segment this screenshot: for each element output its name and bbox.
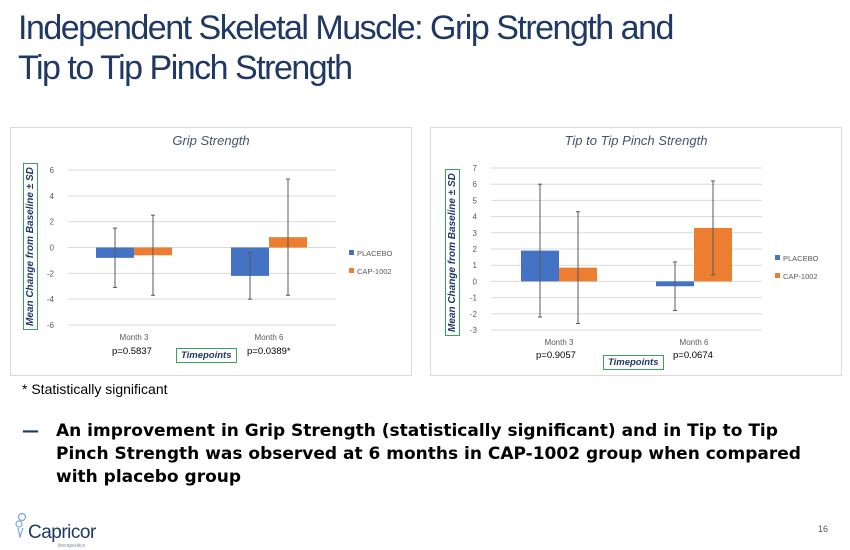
y-tick-label: 6 — [473, 180, 478, 189]
pvalue-month6: p=0.0389* — [247, 346, 291, 357]
x-tick-label: Month 3 — [545, 338, 574, 347]
y-tick-label: 7 — [473, 164, 478, 173]
page-number: 16 — [817, 524, 828, 534]
legend-label: PLACEBO — [783, 254, 819, 263]
y-axis-label: Mean Change from Baseline ± SD — [23, 163, 38, 330]
logo-mark-icon — [15, 512, 27, 540]
pvalue-month3: p=0.5837 — [112, 346, 152, 357]
logo-subtitle: therapeutics — [58, 543, 86, 549]
legend-label: PLACEBO — [357, 249, 393, 258]
y-tick-label: 0 — [473, 277, 478, 286]
legend-swatch — [349, 250, 354, 255]
pinch-strength-chart: -3 -2 -1 0 1 2 3 4 5 6 7 PLACEBO CAP-1002 Month 3 Mont… — [430, 127, 842, 376]
grip-strength-chart: -6 -4 -2 0 2 4 6 PLACEBO CAP-1002 Month 3 Month 6 … — [10, 127, 412, 376]
logo-name: Capricor — [28, 522, 96, 543]
x-tick-label: Month 6 — [680, 338, 709, 347]
y-tick-label: 5 — [473, 196, 478, 205]
y-tick-label: -3 — [470, 326, 478, 335]
y-tick-label: 3 — [473, 229, 478, 238]
legend-swatch — [775, 273, 780, 278]
slide-title: Independent Skeletal Muscle: Grip Streng… — [18, 8, 674, 88]
y-axis-label: Mean Change from Baseline ± SD — [445, 169, 460, 336]
x-axis-label: Timepoints — [603, 355, 664, 370]
y-tick-label: 4 — [473, 213, 478, 222]
y-tick-label: -6 — [47, 321, 55, 330]
pvalue-month3: p=0.9057 — [536, 350, 576, 361]
bullet-text: An improvement in Grip Strength (statist… — [56, 421, 801, 487]
chart-title: Grip Strength — [172, 133, 250, 148]
capricor-logo: Capricor therapeutics — [14, 512, 96, 549]
pvalue-month6: p=0.0674 — [673, 350, 713, 361]
y-tick-label: 6 — [50, 166, 55, 175]
y-tick-label: 1 — [473, 261, 478, 270]
title-line-2: Tip to Tip Pinch Strength — [18, 49, 353, 87]
x-tick-label: Month 6 — [255, 333, 284, 342]
title-line-1: Independent Skeletal Muscle: Grip Streng… — [18, 9, 674, 47]
legend-swatch — [349, 268, 354, 273]
y-tick-label: 2 — [473, 245, 478, 254]
y-tick-label: -4 — [47, 295, 55, 304]
footnote: * Statistically significant — [22, 381, 168, 397]
chart-title: Tip to Tip Pinch Strength — [564, 133, 708, 148]
x-tick-label: Month 3 — [120, 333, 149, 342]
y-tick-label: 0 — [50, 244, 55, 253]
grip-chart-svg: -6 -4 -2 0 2 4 6 PLACEBO CAP-1002 Month 3 Month 6 — [47, 166, 393, 342]
pinch-chart-svg: -3 -2 -1 0 1 2 3 4 5 6 7 PLACEBO CAP-1002 Month 3 Mont… — [470, 164, 819, 347]
legend-label: CAP-1002 — [357, 267, 392, 276]
legend-label: CAP-1002 — [783, 272, 818, 281]
y-tick-label: -2 — [47, 269, 55, 278]
y-tick-label: 4 — [50, 192, 55, 201]
y-tick-label: 2 — [50, 218, 55, 227]
x-axis-label: Timepoints — [176, 348, 237, 363]
y-tick-label: -1 — [470, 294, 478, 303]
y-tick-label: -2 — [470, 310, 478, 319]
bullet-dash: — — [22, 421, 39, 441]
legend-swatch — [775, 255, 780, 260]
